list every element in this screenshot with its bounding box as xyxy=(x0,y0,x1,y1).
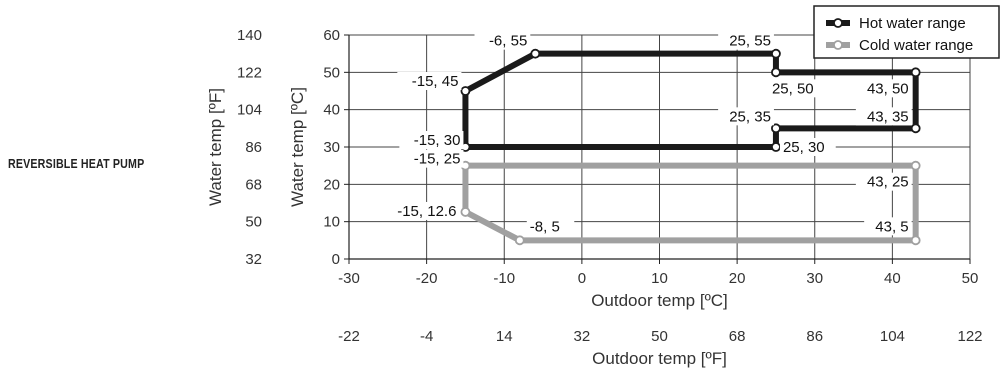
y-tick-label: 10 xyxy=(323,214,340,231)
data-label: 25, 50 xyxy=(772,80,814,97)
y-tick-label: 50 xyxy=(323,64,340,81)
data-label-background xyxy=(399,131,464,149)
data-label-background xyxy=(718,107,774,126)
series-point xyxy=(460,207,471,217)
series-point xyxy=(530,48,541,59)
y-tick-label-fahrenheit: 104 xyxy=(237,102,262,119)
y-tick-label-fahrenheit: 50 xyxy=(245,214,262,231)
data-label-background xyxy=(378,201,460,220)
data-label: -15, 12.6 xyxy=(397,203,456,220)
data-label: 43, 25 xyxy=(867,174,909,191)
data-label-background xyxy=(768,79,825,98)
legend-swatch-point xyxy=(833,18,843,28)
y-tick-label-fahrenheit: 140 xyxy=(237,27,262,44)
data-label: 25, 55 xyxy=(729,33,771,50)
x-tick-label-fahrenheit: -22 xyxy=(338,328,360,345)
y-tick-label: 20 xyxy=(323,176,340,193)
y-tick-label-fahrenheit: 32 xyxy=(245,251,262,268)
data-label: -15, 25 xyxy=(414,151,461,168)
data-label: 43, 35 xyxy=(867,108,909,125)
y-tick-label: 0 xyxy=(332,251,340,268)
legend: Hot water range Cold water range xyxy=(813,5,1000,59)
y-tick-label: 40 xyxy=(323,102,340,119)
x-tick-label-fahrenheit: 32 xyxy=(574,328,591,345)
series-point xyxy=(910,123,921,134)
data-label-background xyxy=(526,217,575,236)
x-tick-label-fahrenheit: 50 xyxy=(651,328,668,345)
x-axis-title: Outdoor temp [ºC] xyxy=(591,291,728,310)
series-point xyxy=(460,86,471,96)
data-label-background xyxy=(855,107,912,126)
legend-box xyxy=(813,5,1000,59)
series-point xyxy=(771,48,781,59)
data-label-background xyxy=(855,172,912,191)
series-point xyxy=(514,235,525,246)
x-tick-label: -20 xyxy=(416,270,438,287)
x-tick-label-fahrenheit: 122 xyxy=(957,328,982,345)
series-point xyxy=(771,142,781,152)
series-line xyxy=(462,162,919,244)
x-tick-label-fahrenheit: 14 xyxy=(496,328,513,345)
x-tick-label: 40 xyxy=(884,270,901,287)
x-tick-label: -30 xyxy=(338,270,360,287)
data-label: -15, 45 xyxy=(412,73,459,90)
y-tick-label-fahrenheit: 122 xyxy=(237,64,262,81)
data-labels: -6, 55 25, 55 -15, 45 25, 50 43, 50 25, 35 43,… xyxy=(378,31,912,236)
x-tick-label: 30 xyxy=(806,270,823,287)
x-tick-label: 0 xyxy=(578,270,586,287)
legend-swatch-point xyxy=(833,40,843,50)
x-tick-label: -10 xyxy=(493,270,515,287)
y-tick-label-fahrenheit: 68 xyxy=(245,176,262,193)
series-point xyxy=(771,123,781,134)
side-label: REVERSIBLE HEAT PUMP xyxy=(8,156,145,171)
x-tick-label: 10 xyxy=(651,270,668,287)
legend-label: Cold water range xyxy=(859,37,973,54)
x-axis-title-fahrenheit: Outdoor temp [ºF] xyxy=(592,349,727,368)
x-tick-label: 50 xyxy=(962,270,979,287)
y-axis-title: Water temp [ºC] xyxy=(288,87,307,207)
data-label: -15, 30 xyxy=(414,132,461,149)
data-label-background xyxy=(855,79,912,98)
x-tick-label-fahrenheit: -4 xyxy=(420,328,433,345)
x-tick-label-fahrenheit: 86 xyxy=(806,328,823,345)
data-label: -8, 5 xyxy=(530,218,560,235)
y-tick-label: 60 xyxy=(323,27,340,44)
data-label: 25, 30 xyxy=(783,139,825,156)
axes xyxy=(344,34,971,264)
y-axis-title-fahrenheit: Water temp [ºF] xyxy=(206,88,225,206)
data-label-background xyxy=(718,31,774,50)
series-point xyxy=(910,235,921,246)
data-label-background xyxy=(397,72,462,90)
series-lines xyxy=(462,50,919,244)
data-label: 43, 5 xyxy=(875,218,908,235)
x-tick-label-fahrenheit: 68 xyxy=(729,328,746,345)
data-label-background xyxy=(779,138,836,156)
data-label: -6, 55 xyxy=(489,33,527,50)
series-point xyxy=(771,67,781,78)
data-label: 43, 50 xyxy=(867,80,909,97)
y-tick-label-fahrenheit: 86 xyxy=(245,139,262,156)
x-tick-label: 20 xyxy=(729,270,746,287)
series-point xyxy=(910,160,921,171)
x-tick-label-fahrenheit: 104 xyxy=(880,328,905,345)
y-tick-label: 30 xyxy=(323,139,340,156)
data-label: 25, 35 xyxy=(729,108,771,125)
series-point xyxy=(910,67,921,78)
data-label-background xyxy=(474,31,531,50)
series-line xyxy=(462,50,919,150)
tick-labels: -30 -20 -10 0 10 20 30 40 50 0 10 20 30 40 50 60 -22 -4 14… xyxy=(237,27,983,345)
data-label-background xyxy=(864,217,912,236)
data-label-background xyxy=(399,149,464,168)
legend-label: Hot water range xyxy=(859,15,966,32)
axis-labels: Outdoor temp [ºC] Outdoor temp [ºF] Water … xyxy=(206,87,728,368)
